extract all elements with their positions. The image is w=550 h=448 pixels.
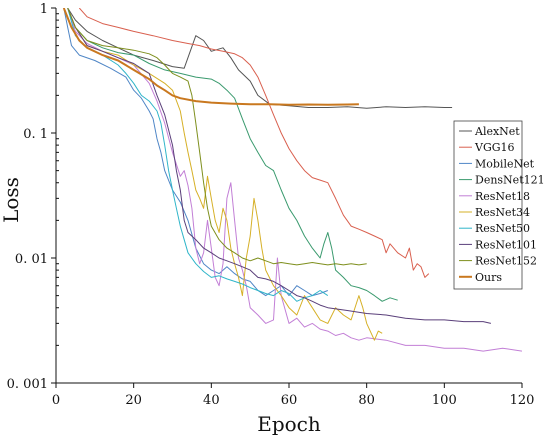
series-line-resnet50 — [67, 8, 329, 302]
legend-label: ResNet152 — [475, 255, 537, 268]
legend: AlexNet VGG16 MobileNet DensNet121 ResNet18 R… — [453, 120, 545, 290]
x-tick-label: 0 — [52, 393, 60, 408]
x-tick-label: 100 — [432, 393, 457, 408]
legend-label: MobileNet — [475, 157, 535, 170]
series-line-alexnet — [67, 8, 453, 109]
legend-label: ResNet34 — [475, 206, 530, 219]
legend-label: AlexNet — [474, 125, 520, 138]
x-tick-label: 40 — [203, 393, 220, 408]
x-tick-label: 120 — [510, 393, 535, 408]
legend-label: VGG16 — [474, 141, 515, 154]
y-axis-title: Loss — [0, 177, 23, 223]
series-layer — [62, 8, 522, 352]
series-line-ours — [62, 8, 359, 106]
y-tick-label: 0. 1 — [23, 127, 48, 142]
legend-label: ResNet18 — [475, 190, 530, 203]
y-tick-label: 0. 01 — [15, 252, 48, 267]
legend-label: DensNet121 — [475, 174, 545, 187]
axes-layer: 0 20 40 60 80 100 120 0. 001 0. 01 0. 1 1 — [7, 2, 535, 408]
x-tick-label: 60 — [281, 393, 298, 408]
legend-label: ResNet101 — [475, 238, 537, 251]
series-line-resnet34 — [67, 8, 383, 341]
series-line-resnet18 — [67, 8, 522, 352]
series-line-resnet152 — [67, 8, 367, 266]
series-line-densnet121 — [67, 8, 398, 302]
series-line-resnet101 — [67, 8, 492, 324]
x-tick-label: 20 — [125, 393, 142, 408]
legend-label: Ours — [475, 271, 502, 284]
legend-label: ResNet50 — [475, 222, 530, 235]
series-line-vgg16 — [78, 8, 430, 278]
x-axis-title: Epoch — [257, 412, 321, 436]
y-tick-label: 1 — [40, 2, 48, 17]
x-tick-label: 80 — [358, 393, 375, 408]
y-tick-label: 0. 001 — [7, 377, 48, 392]
